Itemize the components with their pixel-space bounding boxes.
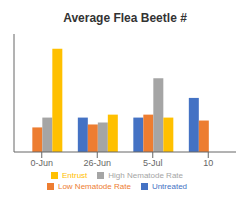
html-text:Low Nematode Rate: Low Nematode Rate: [58, 182, 131, 191]
svg-text:5-Jul: 5-Jul: [143, 158, 163, 168]
html-text:Average Flea Beetle #: Average Flea Beetle #: [63, 11, 187, 25]
svg-text:0-Jun: 0-Jun: [30, 158, 53, 168]
html-text:High Nematode Rate: High Nematode Rate: [108, 171, 183, 180]
html-text:Untreated: Untreated: [151, 182, 187, 191]
svg-text:10: 10: [203, 158, 213, 168]
svg-text:26-Jun: 26-Jun: [83, 158, 111, 168]
html-text:Entrust: Entrust: [62, 171, 88, 180]
